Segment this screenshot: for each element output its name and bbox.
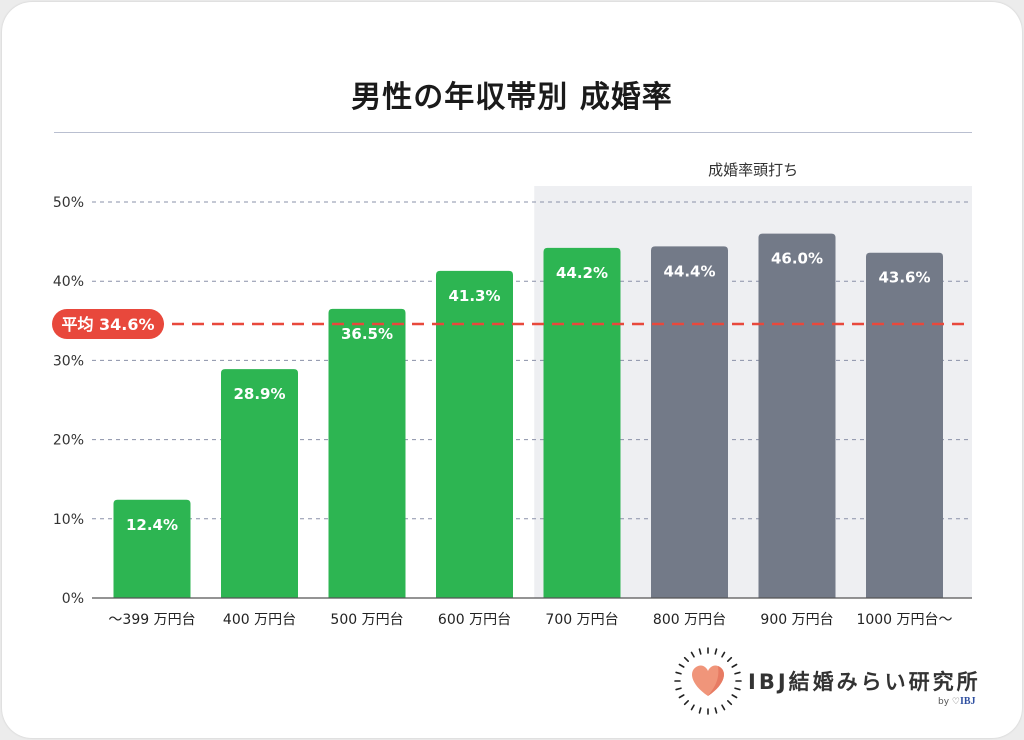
sunburst-ray bbox=[721, 704, 726, 711]
sunburst-ray bbox=[683, 656, 690, 663]
sunburst-ray bbox=[698, 707, 702, 714]
sunburst-ray bbox=[721, 651, 726, 658]
x-tick-label: 900 万円台 bbox=[760, 612, 833, 628]
brand-logo: IBJ結婚みらい研究所 by ♡IBJ bbox=[670, 646, 990, 716]
x-tick-label: 1000 万円台～ bbox=[856, 612, 952, 628]
sunburst-ray bbox=[698, 648, 702, 655]
sunburst-ray bbox=[683, 699, 690, 706]
highlight-label: 成婚率頭打ち bbox=[708, 161, 798, 179]
sunburst-ray bbox=[675, 671, 682, 675]
bar bbox=[113, 499, 191, 598]
x-tick-label: 500 万円台 bbox=[330, 612, 403, 628]
data-label: 28.9% bbox=[233, 385, 285, 403]
y-tick-label: 0% bbox=[62, 591, 84, 607]
bar bbox=[651, 246, 728, 599]
sunburst-ray bbox=[678, 663, 685, 668]
x-tick-label: 400 万円台 bbox=[223, 612, 296, 628]
y-tick-label: 40% bbox=[53, 274, 84, 290]
sunburst-ray bbox=[690, 704, 695, 711]
data-label: 44.2% bbox=[556, 264, 608, 282]
bar bbox=[543, 247, 621, 598]
bar bbox=[436, 270, 513, 598]
sunburst-ray bbox=[675, 687, 682, 691]
data-label: 36.5% bbox=[341, 325, 393, 343]
data-label: 46.0% bbox=[771, 250, 823, 268]
y-tick-label: 20% bbox=[53, 433, 84, 449]
average-label: 平均 34.6% bbox=[61, 315, 154, 334]
bar bbox=[221, 369, 298, 598]
sunburst-ray bbox=[714, 648, 718, 655]
title-divider bbox=[54, 132, 972, 133]
sunburst-ray bbox=[690, 651, 695, 658]
chart-title: 男性の年収帯別 成婚率 bbox=[351, 80, 673, 115]
y-tick-label: 50% bbox=[53, 195, 84, 211]
sunburst-ray bbox=[734, 687, 741, 691]
data-label: 12.4% bbox=[126, 516, 178, 534]
average-badge bbox=[52, 308, 164, 339]
brand-name: IBJ結婚みらい研究所 bbox=[748, 670, 981, 694]
data-label: 44.4% bbox=[663, 262, 715, 280]
bar bbox=[866, 252, 943, 599]
y-tick-label: 10% bbox=[53, 512, 84, 528]
x-tick-label: 600 万円台 bbox=[438, 612, 511, 628]
sunburst-ray bbox=[726, 656, 733, 663]
bar bbox=[758, 233, 836, 598]
sunburst-ray bbox=[734, 671, 741, 675]
sunburst-ray bbox=[731, 694, 738, 699]
sunburst-ray bbox=[714, 707, 718, 714]
x-tick-label: 700 万円台 bbox=[545, 612, 618, 628]
heart-icon bbox=[674, 647, 742, 715]
x-tick-label: 800 万円台 bbox=[653, 612, 726, 628]
brand-sub: by ♡IBJ bbox=[938, 696, 976, 707]
y-tick-label: 30% bbox=[53, 353, 84, 369]
data-label: 43.6% bbox=[878, 269, 930, 287]
sunburst-ray bbox=[678, 694, 685, 699]
sunburst-ray bbox=[731, 663, 738, 668]
bar bbox=[328, 308, 406, 598]
data-label: 41.3% bbox=[448, 287, 500, 305]
sunburst-ray bbox=[726, 699, 733, 706]
x-tick-label: ～399 万円台 bbox=[108, 612, 195, 628]
